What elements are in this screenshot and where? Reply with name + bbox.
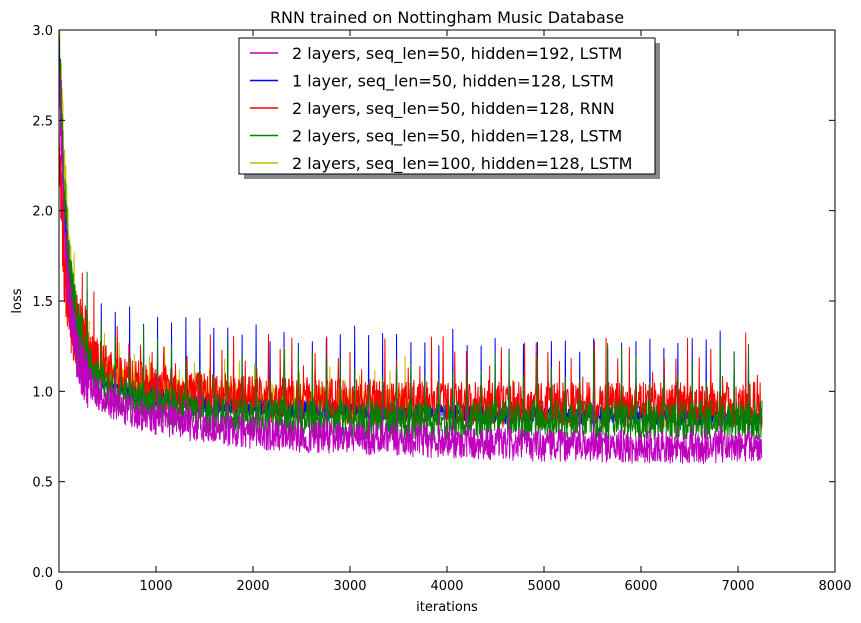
y-tick-label: 0.5 <box>32 476 53 491</box>
y-tick-label: 0.0 <box>32 566 53 581</box>
x-tick-label: 0 <box>55 579 63 594</box>
x-axis-label: iterations <box>416 600 478 615</box>
x-tick-label: 5000 <box>527 579 560 594</box>
x-tick-label: 4000 <box>430 579 463 594</box>
legend: 2 layers, seq_len=50, hidden=192, LSTM 1 … <box>238 37 660 179</box>
y-tick-label: 1.0 <box>32 385 53 400</box>
y-axis-label: loss <box>10 288 25 313</box>
x-tick-label: 2000 <box>236 579 269 594</box>
ticks-layer: 0 1000 2000 3000 4000 5000 6000 7000 8000 0.0 0.5 1… <box>32 24 851 594</box>
series-line-4 <box>59 30 763 441</box>
x-tick-label: 3000 <box>333 579 366 594</box>
y-tick-label: 1.5 <box>32 295 53 310</box>
x-tick-label: 1000 <box>139 579 172 594</box>
y-tick-label: 2.5 <box>32 114 53 129</box>
legend-label-5: 2 layers, seq_len=100, hidden=128, LSTM <box>292 154 632 174</box>
chart-title: RNN trained on Nottingham Music Database <box>270 8 624 27</box>
legend-box <box>238 37 656 175</box>
x-tick-label: 8000 <box>818 579 851 594</box>
legend-label-1: 2 layers, seq_len=50, hidden=192, LSTM <box>292 44 622 64</box>
legend-label-2: 1 layer, seq_len=50, hidden=128, LSTM <box>292 72 614 92</box>
y-tick-label: 2.0 <box>32 205 53 220</box>
series-layer <box>59 30 763 465</box>
y-tick-label: 3.0 <box>32 24 53 39</box>
x-tick-label: 7000 <box>721 579 754 594</box>
legend-label-3: 2 layers, seq_len=50, hidden=128, RNN <box>292 99 615 119</box>
x-tick-label: 6000 <box>624 579 657 594</box>
legend-label-4: 2 layers, seq_len=50, hidden=128, LSTM <box>292 127 622 147</box>
series-line-1 <box>59 55 763 465</box>
